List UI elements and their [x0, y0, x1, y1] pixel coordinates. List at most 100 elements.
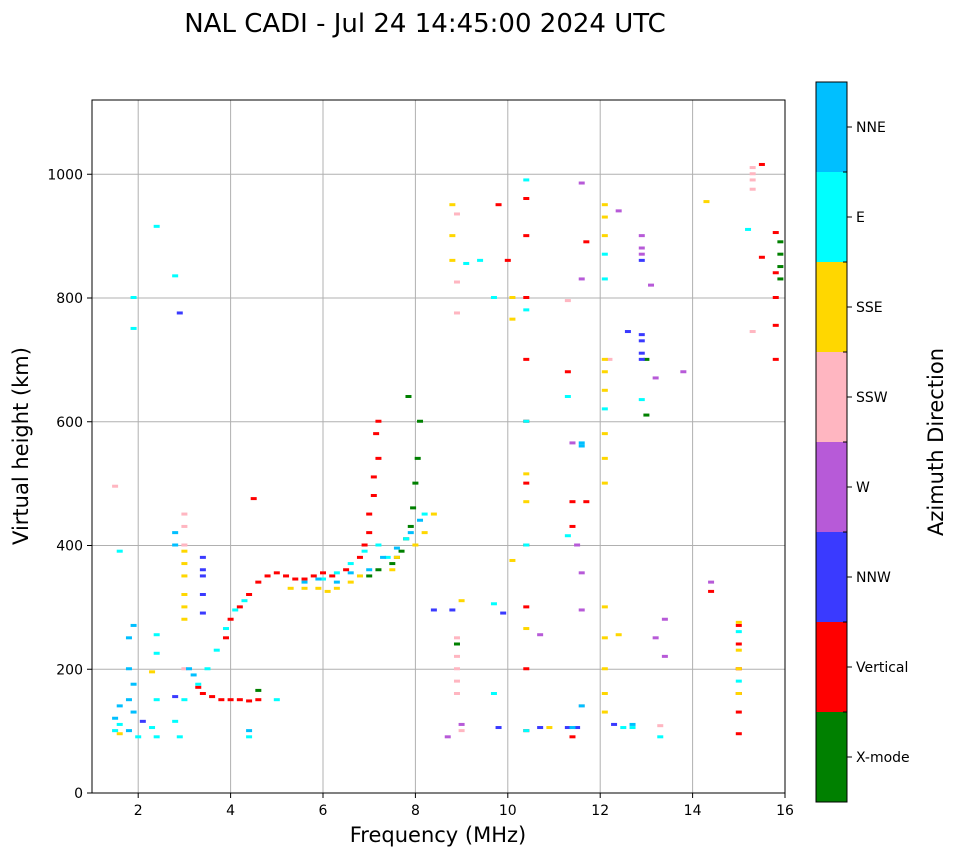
colorbar-segment [816, 262, 847, 352]
data-point [611, 722, 618, 726]
data-point [735, 620, 742, 624]
data-point [176, 735, 183, 739]
data-point [772, 271, 779, 275]
y-tick-label: 200 [56, 662, 83, 678]
data-point [583, 240, 590, 244]
data-point [393, 546, 400, 550]
data-point [130, 326, 137, 330]
data-point [601, 215, 608, 219]
data-point [333, 571, 340, 575]
colorbar-tick-label: Vertical [856, 660, 908, 676]
data-point [749, 330, 756, 334]
data-point [777, 265, 784, 269]
data-point [509, 296, 516, 299]
data-point [601, 481, 608, 485]
data-point [735, 642, 742, 646]
data-point [537, 726, 544, 730]
data-point [366, 512, 373, 516]
data-point [347, 562, 354, 566]
data-point [735, 667, 742, 671]
data-point [564, 395, 571, 398]
data-point [564, 534, 571, 538]
data-point [232, 608, 239, 612]
data-point [648, 283, 655, 287]
data-point [453, 692, 460, 695]
data-point [735, 732, 742, 736]
series-e [112, 178, 752, 739]
data-point [652, 376, 659, 380]
y-tick-label: 1000 [47, 167, 83, 183]
data-point [601, 407, 608, 411]
data-point [246, 729, 253, 733]
data-point [749, 172, 756, 176]
data-point [153, 698, 160, 702]
data-point [601, 252, 608, 256]
data-point [246, 593, 253, 596]
data-point [153, 224, 160, 228]
data-point [407, 531, 414, 535]
data-point [657, 724, 664, 728]
colorbar: X-mode Vertical NNW W SSW SSE E NNE [815, 81, 910, 803]
data-point [458, 722, 465, 726]
data-point [181, 698, 188, 702]
data-point [181, 549, 188, 553]
series-w [444, 181, 715, 739]
data-point [643, 413, 650, 417]
data-point [125, 729, 132, 733]
data-point [523, 627, 530, 631]
data-point [181, 543, 188, 547]
x-tick-label: 8 [411, 803, 420, 819]
data-point [449, 234, 456, 238]
data-point [204, 667, 211, 671]
data-point [414, 456, 421, 460]
data-point [495, 203, 502, 207]
data-point [255, 698, 262, 702]
data-point [490, 602, 497, 606]
data-point [735, 630, 742, 634]
data-point [629, 722, 636, 726]
data-point [301, 577, 308, 581]
data-point [199, 692, 206, 695]
data-point [458, 729, 465, 733]
data-point [453, 642, 460, 646]
plot-area [92, 100, 785, 793]
data-point [236, 605, 243, 609]
data-point [523, 605, 530, 609]
data-point [370, 494, 377, 497]
data-point [218, 698, 225, 702]
colorbar-tick-label: X-mode [856, 750, 910, 766]
data-point [273, 698, 280, 702]
data-point [606, 357, 613, 361]
grid-lines [92, 100, 786, 794]
data-point [638, 234, 645, 238]
data-point [356, 574, 363, 578]
data-point [255, 688, 262, 692]
data-point [657, 735, 664, 739]
data-point [347, 571, 354, 575]
data-point [116, 732, 123, 736]
data-point [638, 339, 645, 343]
data-point [578, 571, 585, 575]
data-point [430, 512, 437, 516]
y-tick-label: 800 [56, 291, 83, 307]
data-point [199, 568, 206, 572]
data-point [393, 555, 400, 559]
colorbar-label: Azimuth Direction [924, 348, 948, 536]
data-point [315, 577, 322, 581]
data-point [417, 419, 424, 423]
plot-frame [91, 99, 786, 794]
data-point [250, 497, 257, 501]
data-point [125, 698, 132, 702]
data-point [490, 296, 497, 299]
data-point [601, 605, 608, 609]
data-point [112, 716, 119, 720]
data-point [453, 280, 460, 284]
data-point [453, 654, 460, 658]
data-point [569, 735, 576, 739]
colorbar-frame [815, 81, 848, 803]
data-point [523, 481, 530, 485]
data-point [264, 574, 271, 578]
series-nne [112, 441, 636, 733]
colorbar-tick-label: W [856, 480, 870, 496]
data-point [661, 617, 668, 621]
